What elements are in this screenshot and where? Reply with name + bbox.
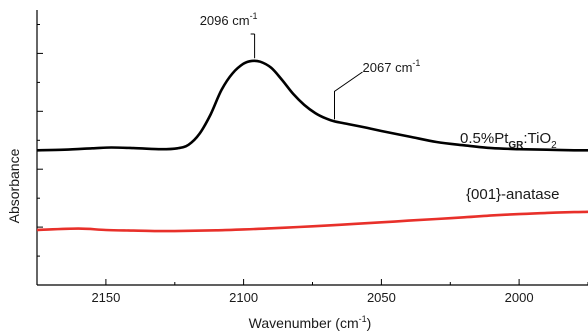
annotation-layer: 2096 cm-1 2067 cm-1: [200, 11, 421, 120]
x-axis-title-close: ): [367, 315, 372, 331]
x-tick-label: 2150: [91, 290, 120, 305]
series-label-anatase: {001}-anatase: [466, 186, 559, 203]
x-tick-label: 2100: [229, 290, 258, 305]
annotation-label: 2067 cm-1: [363, 58, 421, 75]
x-axis-title-main: Wavenumber (cm: [249, 315, 359, 331]
annotation-leader: [334, 71, 363, 120]
x-tick-label: 2000: [505, 290, 534, 305]
y-axis-title: Absorbance: [6, 148, 22, 223]
series-label-pt-tio2: 0.5%PtGR:TiO2: [460, 130, 557, 151]
series-line-anatase: [36, 210, 588, 233]
annotation-label: 2096 cm-1: [200, 11, 258, 28]
y-axis-ticks: [37, 24, 43, 286]
x-axis-title: Wavenumber (cm-1): [249, 314, 372, 331]
x-tick-label: 2050: [367, 290, 396, 305]
x-axis-title-sup: -1: [359, 314, 367, 324]
series-line-pt-tio2: [36, 59, 588, 152]
x-axis-ticks: 2150 2100 2050 2000: [36, 279, 588, 305]
series-layer: [36, 59, 588, 233]
